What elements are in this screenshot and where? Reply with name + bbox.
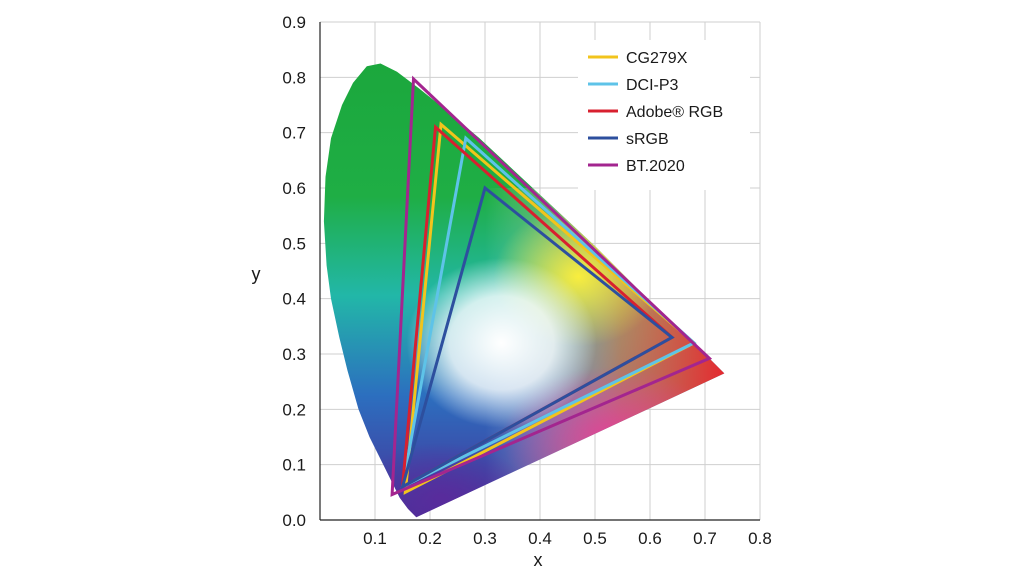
x-tick-label: 0.1 xyxy=(363,529,387,548)
x-tick-label: 0.7 xyxy=(693,529,717,548)
tick-labels: 0.1 0.2 0.3 0.4 0.5 0.6 0.7 0.8 0.0 0.1 0.2 0.3 0.4 0… xyxy=(282,13,771,548)
gamut-triangle-srgb xyxy=(400,185,675,490)
legend: CG279X DCI-P3 Adobe® RGB sRGB BT.2020 xyxy=(578,40,750,190)
x-tick-label: 0.2 xyxy=(418,529,442,548)
legend-label-dci-p3: DCI-P3 xyxy=(626,77,679,94)
y-tick-label: 0.1 xyxy=(282,456,306,475)
gamut-triangles xyxy=(390,75,713,497)
y-tick-label: 0.2 xyxy=(282,400,306,419)
y-tick-label: 0.3 xyxy=(282,345,306,364)
x-tick-label: 0.5 xyxy=(583,529,607,548)
legend-label-srgb: sRGB xyxy=(626,131,669,148)
y-tick-label: 0.6 xyxy=(282,179,306,198)
legend-label-adobe-rgb: Adobe® RGB xyxy=(626,104,723,121)
x-tick-label: 0.6 xyxy=(638,529,662,548)
y-tick-label: 0.7 xyxy=(282,124,306,143)
y-tick-label: 0.8 xyxy=(282,68,306,87)
y-tick-label: 0.4 xyxy=(282,290,306,309)
legend-label-bt-2020: BT.2020 xyxy=(626,158,685,175)
x-tick-label: 0.3 xyxy=(473,529,497,548)
y-axis-label: y xyxy=(252,264,261,284)
axes xyxy=(319,22,760,521)
x-axis-label: x xyxy=(534,550,543,570)
y-tick-label: 0.5 xyxy=(282,234,306,253)
x-tick-label: 0.4 xyxy=(528,529,552,548)
gamut-triangle-bt-2020 xyxy=(390,75,713,497)
gamut-triangle-dci-p3 xyxy=(400,135,697,490)
y-tick-label: 0.9 xyxy=(282,13,306,32)
gamut-triangle-cg279x xyxy=(403,121,697,495)
y-tick-label: 0.0 xyxy=(282,511,306,530)
x-tick-label: 0.8 xyxy=(748,529,772,548)
legend-label-cg279x: CG279X xyxy=(626,50,688,67)
